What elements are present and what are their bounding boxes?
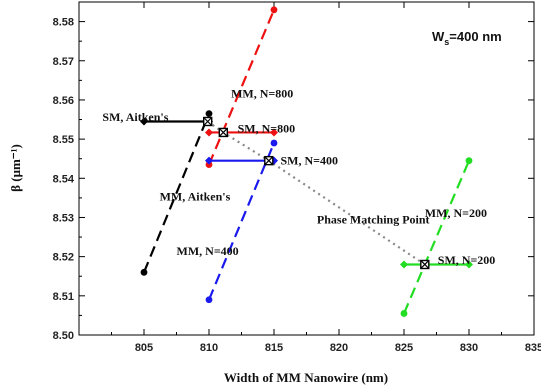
panel-label-main: W [432,29,445,44]
series-sm-n-400 [205,156,278,165]
annotation-label: MM, N=400 [177,244,239,258]
data-point [400,260,408,269]
series-line [207,9,276,166]
y-tick-label: 8.57 [53,56,74,68]
annotation-label: Phase Matching Point [317,212,430,226]
panel-label: Ws=400 nm [432,29,502,47]
annotation-label: SM, N=200 [438,253,496,267]
annotation-label: SM, N=800 [238,122,296,136]
phase-matching-marker [420,259,430,270]
panel-label-subscript: s [444,37,449,47]
series-mm-n-400 [205,139,278,304]
data-point [400,310,408,317]
annotation-layer: SM, Aitken's MM, Aitken's MM, N=800 SM, N=8… [102,86,495,267]
x-tick-label: 805 [135,342,153,354]
series-line [207,142,276,301]
marker-cross [218,128,228,137]
x-tick-label: 835 [525,342,541,354]
tick-layer: 805 810 815 820 825 830 835 8.50 8.51 8.52 8.53 8.5… [53,1,541,354]
data-point [140,268,148,276]
series-mm-aitken-s [140,110,213,276]
series-line [142,113,211,273]
x-tick-label: 815 [265,342,283,354]
phase-matching-marker [202,116,213,127]
x-tick-label: 830 [460,342,478,354]
x-tick-label: 820 [330,342,348,354]
marker-cross [264,156,274,166]
annotation-label: MM, N=200 [425,206,487,220]
y-tick-label: 8.52 [53,252,74,264]
y-tick-label: 8.58 [53,17,74,29]
data-point [270,6,278,14]
data-point [205,296,213,304]
annotation-label: MM, Aitken's [160,189,231,203]
annotation-label: MM, N=800 [231,86,293,100]
y-tick-label: 8.54 [53,173,75,185]
x-axis-title: Width of MM Nanowire (nm) [224,370,388,385]
series-line [402,160,471,314]
data-point [465,260,473,269]
marker-cross [203,117,213,126]
data-point [205,110,213,118]
data-point [270,139,278,147]
marker-cross [420,260,430,269]
y-axis-title: β (μm⁻¹) [8,144,23,192]
y-tick-label: 8.53 [53,212,74,224]
data-point [465,157,473,165]
x-tick-label: 825 [395,342,413,354]
y-tick-label: 8.55 [53,134,74,146]
series-layer [140,6,473,317]
y-tick-label: 8.51 [53,291,74,303]
phase-matching-line [207,120,426,266]
data-point [270,128,278,137]
annotation-label: SM, Aitken's [102,110,168,124]
data-point [205,128,213,137]
series-sm-n-200 [400,260,473,269]
phase-matching-marker [264,155,274,166]
data-point [140,117,148,126]
y-tick-label: 8.56 [53,95,74,107]
phase-matching-layer [207,120,426,266]
annotation-label: SM, N=400 [281,154,339,168]
panel-label-rest: =400 nm [449,29,501,44]
series-mm-n-200 [400,157,473,317]
y-tick-label: 8.50 [53,330,74,342]
phase-matching-marker [218,127,229,138]
data-point [205,156,213,165]
x-tick-label: 810 [200,342,218,354]
